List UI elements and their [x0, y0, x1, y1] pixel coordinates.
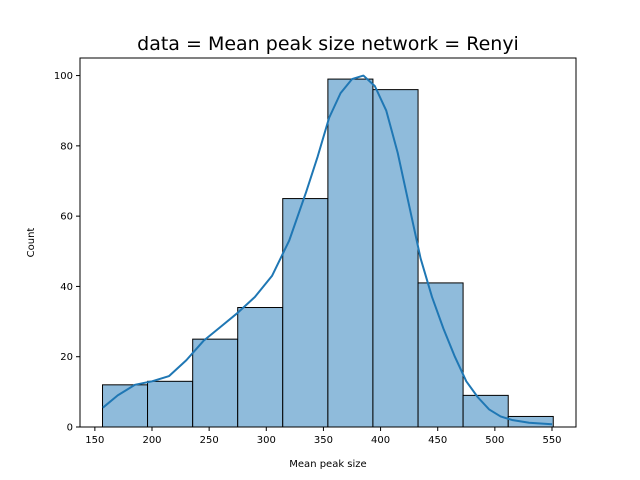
x-axis: 150 200 250 300 350 400 450 500 550: [85, 427, 562, 446]
histogram-bar-5: [327, 78, 374, 428]
y-axis: 0 20 40 60 80 100: [54, 71, 80, 434]
x-tick-label-500: 500: [485, 435, 504, 446]
x-tick-label-200: 200: [142, 435, 161, 446]
histogram-bar-9: [507, 415, 554, 428]
y-axis-label: Count: [26, 228, 37, 258]
plot-frame: [79, 57, 577, 428]
histogram-bar-3: [237, 307, 284, 428]
x-tick-label-400: 400: [371, 435, 390, 446]
y-tick-label-100: 100: [54, 71, 73, 82]
x-tick-label-150: 150: [85, 435, 104, 446]
x-tick-label-450: 450: [428, 435, 447, 446]
y-tick-label-0: 0: [67, 423, 73, 434]
histogram-bar-1: [147, 380, 194, 428]
histogram-bar-6: [372, 89, 419, 428]
x-tick-label-350: 350: [314, 435, 333, 446]
y-tick-label-40: 40: [60, 282, 73, 293]
y-tick-label-80: 80: [60, 141, 73, 152]
histogram-bar-8: [462, 394, 509, 428]
kde-curve: [102, 74, 553, 426]
y-tick-label-60: 60: [60, 212, 73, 223]
histogram-bar-2: [192, 338, 239, 428]
x-tick-label-300: 300: [257, 435, 276, 446]
y-tick-label-20: 20: [60, 352, 73, 363]
histogram-bar-4: [282, 198, 329, 428]
histogram-bar-7: [417, 282, 464, 428]
x-tick-label-250: 250: [200, 435, 219, 446]
x-axis-label: Mean peak size: [289, 459, 366, 470]
x-tick-label-550: 550: [542, 435, 561, 446]
chart-title: data = Mean peak size network = Renyi: [137, 33, 519, 55]
